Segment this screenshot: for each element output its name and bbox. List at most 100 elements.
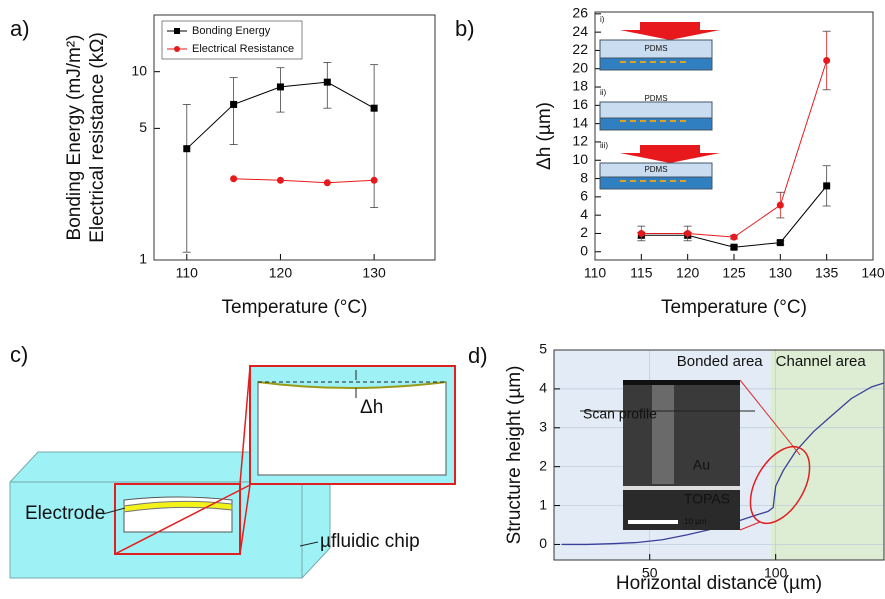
marker <box>276 176 284 184</box>
y-tick-label: 20 <box>572 59 588 75</box>
legend-label: Bonding Energy <box>192 25 271 37</box>
legend-box <box>161 20 303 60</box>
y-tick-label: 26 <box>572 5 588 21</box>
sem-stripe <box>652 384 674 484</box>
marker <box>637 229 645 237</box>
y-tick-label: 5 <box>139 119 147 135</box>
micrograph <box>580 379 811 531</box>
sem-edge <box>623 380 740 385</box>
x-tick-label: 130 <box>769 265 793 281</box>
x-tick-label: 100 <box>764 565 788 581</box>
x-tick-label: 110 <box>176 265 199 281</box>
zoom-line <box>739 521 761 531</box>
y-axis-label: Bonding Energy (mJ/m²) <box>64 35 85 241</box>
marker <box>776 239 784 247</box>
press-arrow <box>620 145 720 163</box>
y-axis-label: Δh (µm) <box>534 102 555 170</box>
plot-frame <box>594 11 874 261</box>
y-tick-label: 4 <box>539 380 547 396</box>
electrode-zoom <box>257 381 447 389</box>
x-axis-label: Horizontal distance (µm) <box>616 573 822 594</box>
y-tick-label: 1 <box>539 496 547 512</box>
inset-label: 10 µm <box>684 517 707 526</box>
inset-material: PDMS <box>644 165 667 174</box>
x-tick-label: 130 <box>362 265 386 281</box>
inset-label: i) <box>600 15 605 24</box>
y-tick-label: 10 <box>572 151 588 167</box>
marker <box>370 104 378 112</box>
legend-marker <box>174 46 180 52</box>
y-axis-label: Structure height (µm) <box>504 366 525 545</box>
legend-label: Electrical Resistance <box>192 43 294 55</box>
y-tick-label: 4 <box>580 206 588 222</box>
x-tick-label: 120 <box>269 265 293 281</box>
y-tick-label: 18 <box>572 78 588 94</box>
plot-frame <box>153 14 436 261</box>
inset-label: ii) <box>600 88 607 97</box>
marker <box>230 175 238 183</box>
x-tick-label: 135 <box>815 265 839 281</box>
zoom-line <box>114 484 251 555</box>
pointer <box>299 541 319 547</box>
marker <box>730 233 738 241</box>
y-tick-label: 2 <box>580 224 588 240</box>
channel-zoom <box>257 381 447 476</box>
legend-marker <box>174 28 180 34</box>
y-tick-label: 24 <box>572 23 588 39</box>
zoom-line <box>239 366 251 485</box>
press-arrow <box>620 22 720 40</box>
substrate <box>599 57 713 71</box>
zoom-ellipse <box>749 445 811 525</box>
marker <box>183 145 191 153</box>
substrate <box>599 117 713 131</box>
series-line <box>233 178 375 184</box>
marker <box>323 78 331 86</box>
marker <box>323 179 331 187</box>
marker <box>230 100 238 108</box>
marker <box>823 57 831 65</box>
marker <box>370 176 378 184</box>
marker <box>276 83 284 91</box>
x-axis-label: Temperature (°C) <box>222 297 368 318</box>
scale-bar <box>628 520 678 524</box>
region-label: Channel area <box>776 353 867 370</box>
zoom-line <box>239 484 251 555</box>
y-tick-label: 10 <box>131 62 147 78</box>
y-tick-label: 6 <box>580 188 588 204</box>
y-tick-label: 5 <box>539 341 547 357</box>
inset-material: PDMS <box>644 44 667 53</box>
gap-label: Δh <box>360 397 383 418</box>
inset-label: iii) <box>600 141 608 150</box>
region <box>770 350 884 560</box>
inset-label: Scan profile <box>583 406 657 422</box>
pdms-layer <box>599 101 713 119</box>
y-tick-label: 0 <box>539 535 547 551</box>
chip-label: µfluidic chip <box>320 531 420 552</box>
marker <box>730 243 738 251</box>
marker <box>684 229 692 237</box>
inset-label: Au <box>693 457 710 473</box>
panel-label: b) <box>455 16 475 41</box>
substrate <box>599 176 713 190</box>
y-tick-label: 8 <box>580 169 588 185</box>
marker <box>823 182 831 190</box>
x-axis-label: Temperature (°C) <box>661 297 807 318</box>
x-tick-label: 115 <box>630 265 653 281</box>
inset-label: TOPAS <box>684 491 730 507</box>
y-tick-label: 22 <box>572 41 588 57</box>
chip-diagram: Δh Electrode µfluidic chip c) <box>9 342 456 579</box>
panel-label: d) <box>468 343 488 368</box>
pointer <box>102 507 126 515</box>
plot-frame <box>553 349 885 561</box>
inset-material: PDMS <box>644 94 667 103</box>
sem-interface <box>623 486 740 490</box>
y-tick-label: 1 <box>139 251 147 267</box>
panel-label: c) <box>10 342 28 367</box>
marker <box>776 201 784 209</box>
process-insets: i) PDMS ii) PDMS iii) PDMS <box>599 15 720 190</box>
zoom-box <box>114 483 241 555</box>
y-tick-label: 16 <box>572 96 588 112</box>
y-tick-label: 3 <box>539 418 547 434</box>
x-tick-label: 140 <box>861 265 885 281</box>
